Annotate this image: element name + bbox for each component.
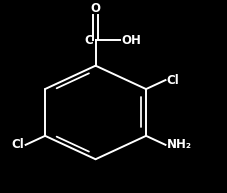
Text: OH: OH bbox=[121, 34, 141, 47]
Text: O: O bbox=[91, 2, 101, 15]
Text: C: C bbox=[84, 34, 93, 47]
Text: Cl: Cl bbox=[12, 138, 25, 151]
Text: NH₂: NH₂ bbox=[167, 138, 192, 151]
Text: Cl: Cl bbox=[167, 74, 179, 87]
